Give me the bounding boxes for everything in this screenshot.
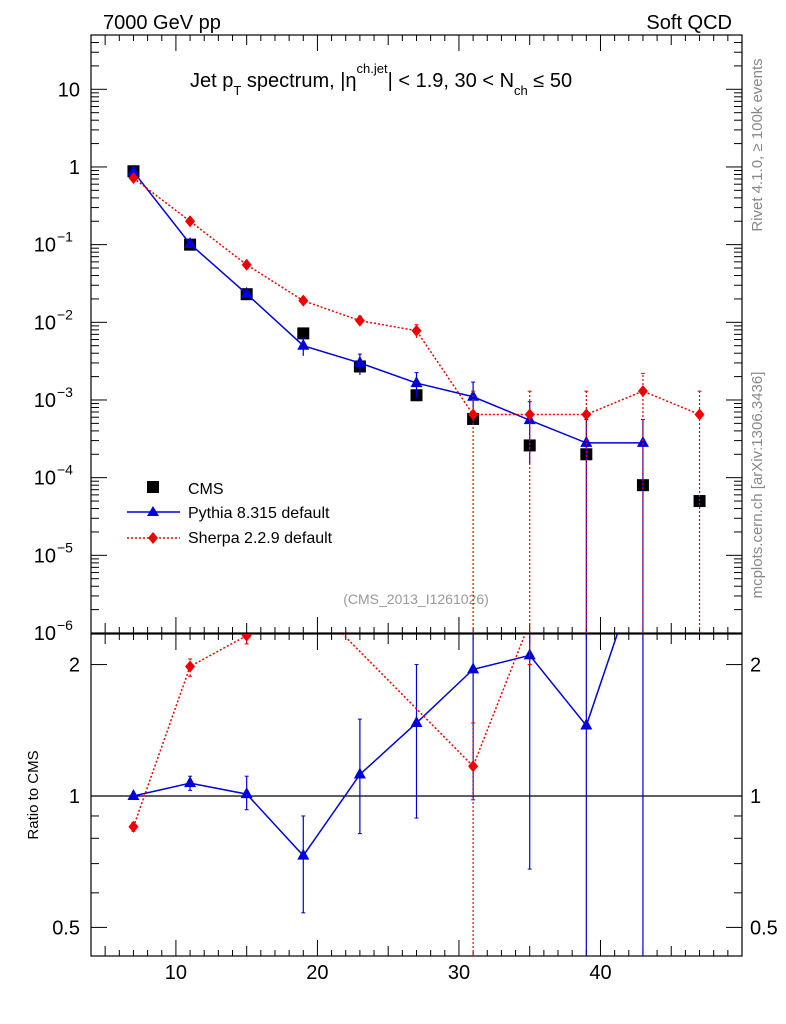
- sherpa-ratio-point: [128, 820, 139, 833]
- rivet-version-label: Rivet 4.1.0, ≥ 100k events: [749, 58, 766, 231]
- pythia-main-point: [127, 164, 140, 176]
- legend-marker-pythia: [147, 506, 159, 516]
- pythia-ratio-point: [184, 776, 197, 788]
- legend-label-sherpa: Sherpa 2.2.9 default: [188, 530, 333, 547]
- legend-label-cms: CMS: [188, 481, 224, 498]
- sherpa-main-point: [185, 215, 196, 228]
- pythia-ratio-point: [467, 662, 480, 674]
- x-tick-label: 10: [165, 962, 187, 984]
- pythia-main-line: [132, 171, 643, 444]
- pythia-main-point: [410, 376, 423, 388]
- main-y-tick-label: 10: [34, 390, 56, 412]
- cms-main-point: [693, 495, 706, 508]
- main-y-tick-label: 1: [69, 157, 80, 179]
- main-series: [127, 164, 706, 633]
- sherpa-main-point: [637, 385, 648, 398]
- pythia-ratio-point: [410, 715, 423, 727]
- sherpa-main-point: [241, 258, 252, 271]
- main-y-tick-label: 10: [34, 623, 56, 645]
- pythia-ratio-point: [127, 788, 140, 800]
- pythia-main-point: [353, 355, 366, 367]
- legend-marker-cms: [147, 481, 159, 493]
- sherpa-ratio-line: [132, 634, 526, 828]
- main-y-tick-label: 10: [34, 545, 56, 567]
- x-tick-labels: 10 20 30 40: [165, 962, 612, 984]
- chart-title: Jet pT spectrum, |ηch.jet| < 1.9, 30 < N…: [190, 61, 572, 98]
- pythia-main-point: [184, 236, 197, 248]
- mcplots-citation-label: mcplots.cern.ch [arXiv:1306.3436]: [749, 372, 766, 599]
- legend-marker-sherpa: [148, 532, 158, 544]
- x-tick-label: 30: [448, 962, 470, 984]
- header-energy-label: 7000 GeV pp: [103, 12, 221, 34]
- pythia-ratio-point: [523, 648, 536, 660]
- ratio-y-tick-label: 1: [69, 786, 80, 808]
- main-y-tick-exponent: −3: [57, 384, 73, 400]
- header-category-label: Soft QCD: [646, 12, 732, 34]
- sherpa-main-point: [468, 408, 479, 421]
- sherpa-main-point: [411, 324, 422, 337]
- sherpa-ratio-point: [241, 634, 252, 642]
- sherpa-main-point: [298, 294, 309, 307]
- ratio-y-tick-label-right: 1: [750, 786, 761, 808]
- sherpa-main-point: [128, 172, 139, 185]
- pythia-main-point: [240, 286, 253, 298]
- pythia-ratio-point: [240, 787, 253, 799]
- main-y-tick-exponent: −6: [57, 617, 73, 633]
- ratio-y-axis-label: Ratio to CMS: [25, 750, 42, 839]
- main-y-tick-label: 10: [34, 312, 56, 334]
- analysis-watermark: (CMS_2013_I1261026): [343, 591, 489, 607]
- pythia-main-point: [580, 435, 593, 447]
- sherpa-main-point: [581, 408, 592, 421]
- sherpa-ratio-point: [468, 760, 479, 773]
- sherpa-main-point: [524, 408, 535, 421]
- pythia-ratio-point: [580, 718, 593, 730]
- ratio-y-tick-labels: 0.5 0.5 1 1 2 2: [52, 655, 778, 940]
- sherpa-ratio-point: [298, 588, 308, 600]
- sherpa-main-line: [133, 177, 700, 416]
- ratio-y-tick-label: 2: [69, 655, 80, 677]
- main-y-tick-exponent: −4: [57, 462, 73, 478]
- legend-label-pythia: Pythia 8.315 default: [188, 505, 330, 522]
- main-y-tick-label: 10: [34, 468, 56, 490]
- main-y-tick-exponent: −5: [57, 539, 73, 555]
- cms-main-point: [297, 327, 310, 340]
- ratio-y-tick-label-right: 2: [750, 655, 761, 677]
- pythia-main-point: [636, 435, 649, 447]
- pythia-main-point: [297, 338, 310, 350]
- sherpa-main-point: [354, 314, 365, 327]
- main-y-tick-label: 10: [58, 79, 80, 101]
- pythia-ratio-point: [297, 848, 310, 860]
- sherpa-ratio-point: [185, 660, 196, 673]
- x-tick-label: 20: [306, 962, 328, 984]
- main-y-tick-exponent: −2: [57, 306, 73, 322]
- x-tick-label: 40: [589, 962, 611, 984]
- ratio-panel: 0.5 0.5 1 1 2 2 10 20 30 40 Ratio to CMS: [25, 588, 778, 984]
- main-y-tick-exponent: −1: [57, 229, 73, 245]
- ratio-series: [127, 588, 644, 956]
- sherpa-main-point: [694, 408, 705, 421]
- ratio-y-tick-label: 0.5: [52, 917, 80, 939]
- ratio-y-tick-label-right: 0.5: [750, 917, 778, 939]
- pythia-ratio-point: [353, 767, 366, 779]
- pythia-ratio-line: [133, 634, 619, 857]
- main-y-tick-label: 10: [34, 235, 56, 257]
- legend: CMS Pythia 8.315 default Sherpa 2.2.9 de…: [127, 481, 333, 547]
